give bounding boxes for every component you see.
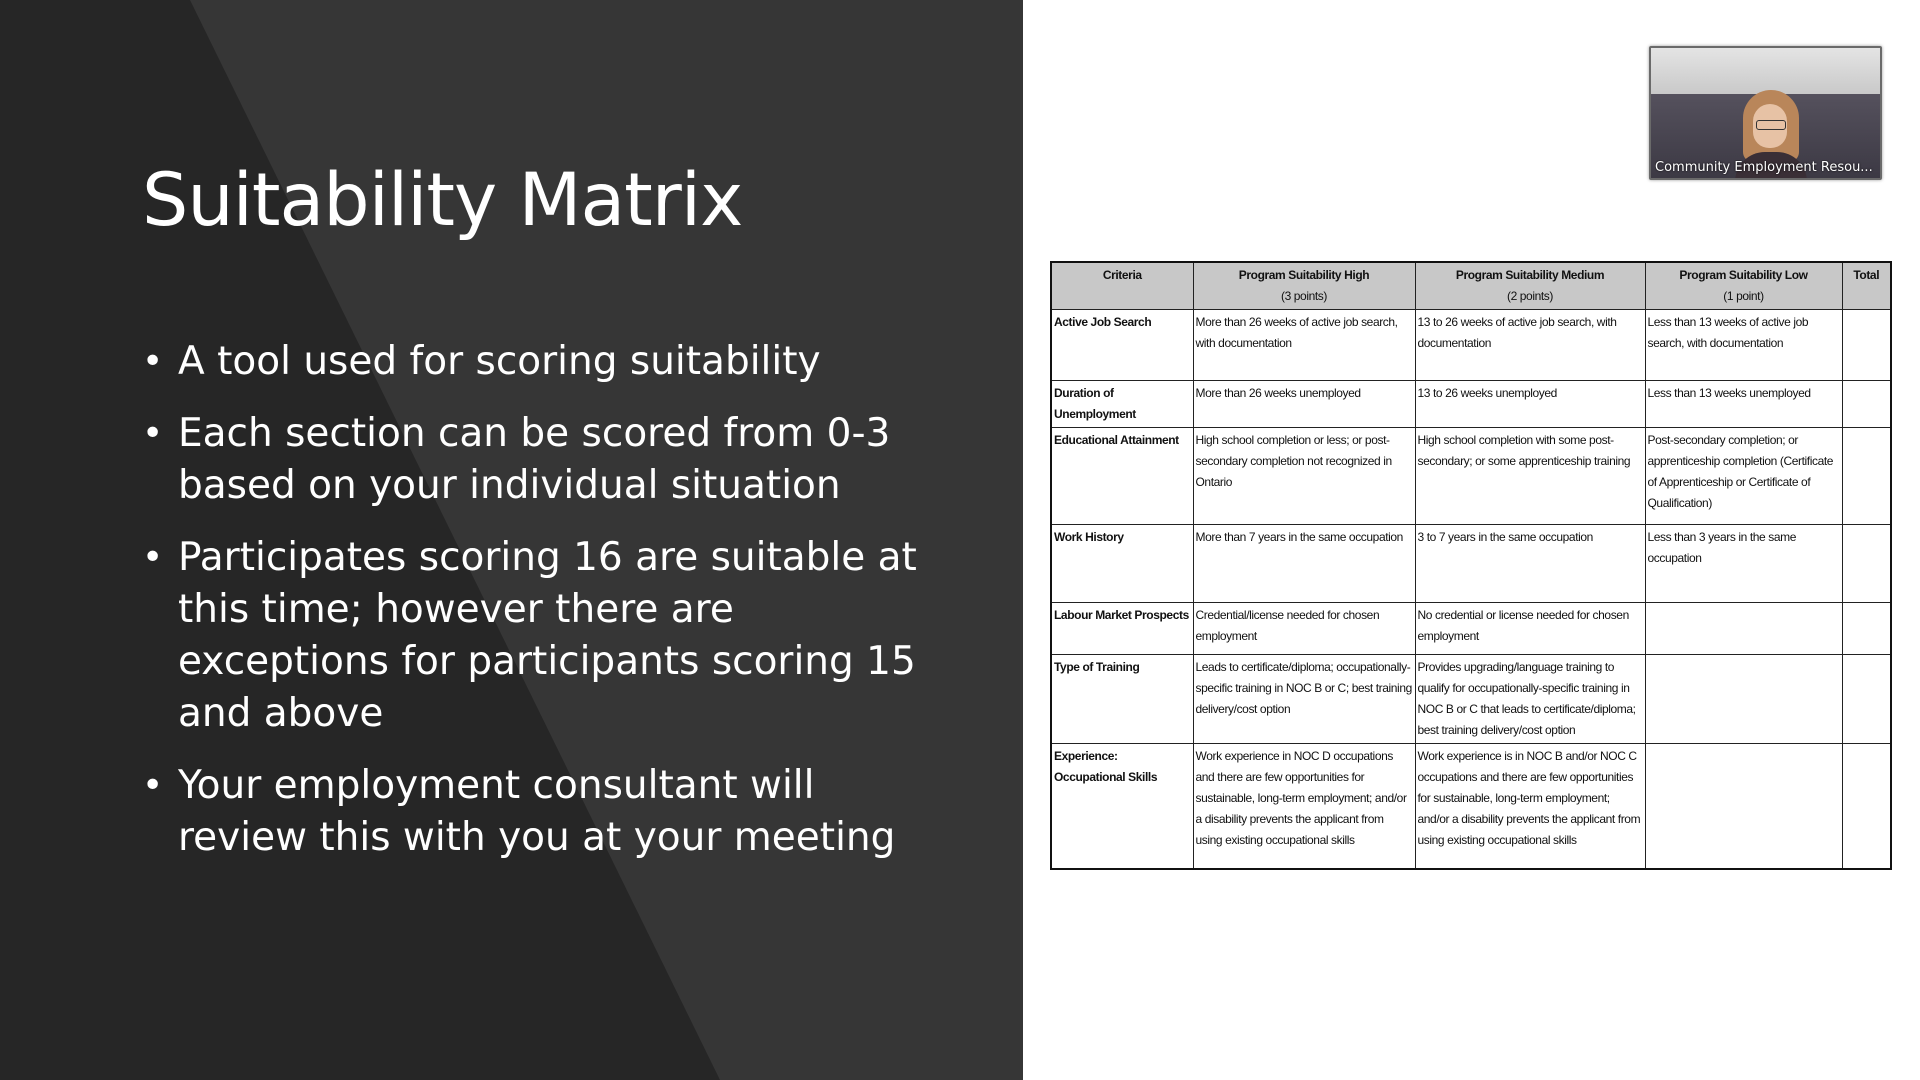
table-row: Type of Training Leads to certificate/di… xyxy=(1050,654,1892,744)
cell-low: Less than 13 weeks unemployed xyxy=(1644,380,1843,428)
table-row: Experience: Occupational Skills Work exp… xyxy=(1050,743,1892,869)
bullet-item: • Your employment consultant will review … xyxy=(142,760,942,864)
cell-medium: 13 to 26 weeks unemployed xyxy=(1414,380,1646,428)
bullet-icon: • xyxy=(142,341,164,382)
cell-medium: Work experience is in NOC B and/or NOC C… xyxy=(1414,743,1646,869)
cell-high: Leads to certificate/diploma; occupation… xyxy=(1192,654,1416,744)
participant-video-tile[interactable]: Community Employment Resou... xyxy=(1649,46,1882,180)
cell-criteria: Educational Attainment xyxy=(1050,427,1194,525)
slide-title: Suitability Matrix xyxy=(142,158,743,243)
cell-high: More than 26 weeks unemployed xyxy=(1192,380,1416,428)
cell-criteria: Experience: Occupational Skills xyxy=(1050,743,1194,869)
header-total: Total xyxy=(1841,261,1892,310)
cell-high: Credential/license needed for chosen emp… xyxy=(1192,602,1416,655)
participant-glasses xyxy=(1756,120,1786,130)
video-background xyxy=(1651,48,1880,94)
bullet-item: • Each section can be scored from 0-3 bas… xyxy=(142,408,942,512)
bullet-icon: • xyxy=(142,413,164,454)
table-row: Educational Attainment High school compl… xyxy=(1050,427,1892,525)
cell-total xyxy=(1841,654,1892,744)
header-medium: Program Suitability Medium (2 points) xyxy=(1414,261,1646,310)
header-low-points: (1 point) xyxy=(1723,289,1764,303)
cell-high: Work experience in NOC D occupations and… xyxy=(1192,743,1416,869)
participant-face xyxy=(1753,104,1787,148)
cell-criteria: Duration of Unemployment xyxy=(1050,380,1194,428)
cell-medium: High school completion with some post-se… xyxy=(1414,427,1646,525)
table-row: Duration of Unemployment More than 26 we… xyxy=(1050,380,1892,428)
bullet-text: Your employment consultant will review t… xyxy=(178,763,896,860)
cell-total xyxy=(1841,524,1892,603)
cell-total xyxy=(1841,427,1892,525)
header-medium-points: (2 points) xyxy=(1506,289,1554,303)
bullet-item: • A tool used for scoring suitability xyxy=(142,336,942,388)
bullet-text: Participates scoring 16 are suitable at … xyxy=(178,535,917,736)
cell-low: Less than 13 weeks of active job search,… xyxy=(1644,309,1843,381)
bullet-text: Each section can be scored from 0-3 base… xyxy=(178,411,891,508)
cell-low xyxy=(1644,602,1843,655)
cell-high: More than 26 weeks of active job search,… xyxy=(1192,309,1416,381)
cell-low xyxy=(1644,743,1843,869)
cell-criteria: Work History xyxy=(1050,524,1194,603)
table-row: Active Job Search More than 26 weeks of … xyxy=(1050,309,1892,381)
bullet-item: • Participates scoring 16 are suitable at… xyxy=(142,532,942,740)
cell-criteria: Labour Market Prospects xyxy=(1050,602,1194,655)
bullet-text: A tool used for scoring suitability xyxy=(178,339,821,384)
cell-criteria: Active Job Search xyxy=(1050,309,1194,381)
cell-low: Less than 3 years in the same occupation xyxy=(1644,524,1843,603)
bullet-icon: • xyxy=(142,765,164,806)
cell-total xyxy=(1841,380,1892,428)
table-header-row: Criteria Program Suitability High (3 poin… xyxy=(1050,261,1892,310)
bullet-list: • A tool used for scoring suitability • Ea… xyxy=(142,336,942,884)
cell-total xyxy=(1841,602,1892,655)
header-high-points: (3 points) xyxy=(1280,289,1328,303)
cell-low xyxy=(1644,654,1843,744)
slide-left-panel: Suitability Matrix • A tool used for scor… xyxy=(0,0,1023,1080)
cell-high: High school completion or less; or post-… xyxy=(1192,427,1416,525)
cell-medium: 13 to 26 weeks of active job search, wit… xyxy=(1414,309,1646,381)
cell-medium: Provides upgrading/language training to … xyxy=(1414,654,1646,744)
cell-total xyxy=(1841,743,1892,869)
header-criteria: Criteria xyxy=(1050,261,1194,310)
table-row: Labour Market Prospects Credential/licen… xyxy=(1050,602,1892,655)
bullet-icon: • xyxy=(142,537,164,578)
cell-medium: 3 to 7 years in the same occupation xyxy=(1414,524,1646,603)
cell-high: More than 7 years in the same occupation xyxy=(1192,524,1416,603)
table-row: Work History More than 7 years in the sa… xyxy=(1050,524,1892,603)
header-high: Program Suitability High (3 points) xyxy=(1192,261,1416,310)
suitability-matrix-table: Criteria Program Suitability High (3 poin… xyxy=(1050,261,1892,870)
cell-medium: No credential or license needed for chos… xyxy=(1414,602,1646,655)
cell-criteria: Type of Training xyxy=(1050,654,1194,744)
header-low: Program Suitability Low (1 point) xyxy=(1644,261,1843,310)
cell-total xyxy=(1841,309,1892,381)
cell-low: Post-secondary completion; or apprentice… xyxy=(1644,427,1843,525)
participant-name-label: Community Employment Resou... xyxy=(1655,160,1873,175)
